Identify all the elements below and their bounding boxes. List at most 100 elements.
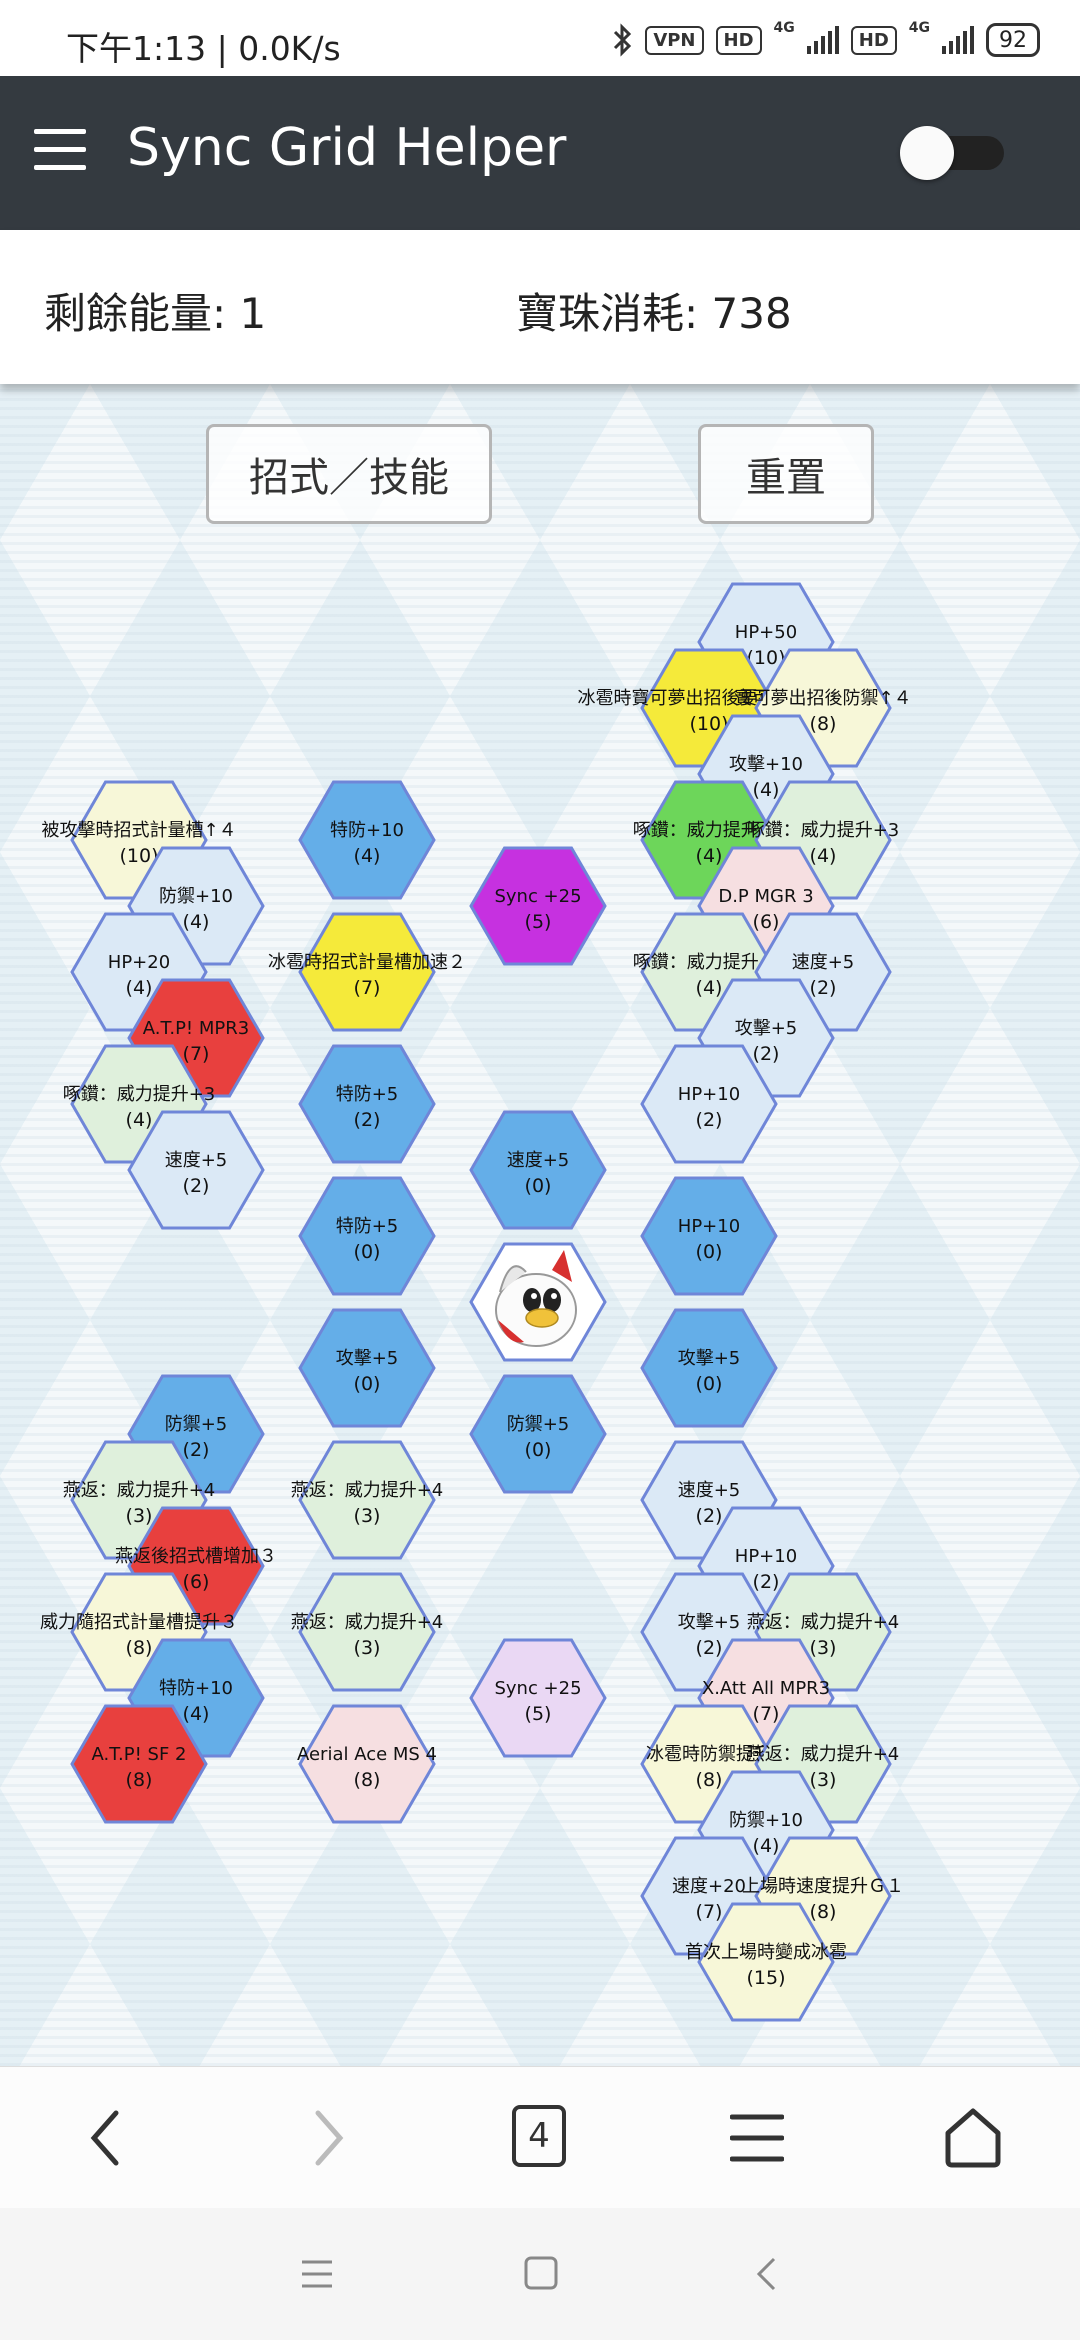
grid-hex-12[interactable]: 冰雹時招式計量槽加速２ (7) [268,912,466,1032]
home-icon[interactable] [944,2107,1002,2169]
grid-hex-23[interactable]: HP+10 (0) [640,1176,778,1296]
grid-hex-9[interactable]: Sync +25 (5) [469,846,607,966]
hex-label: 啄鑽：威力提升+3 [63,1084,216,1105]
hamburger-menu-icon[interactable] [34,129,86,173]
delibird-avatar-icon [469,1242,607,1362]
hex-label: X.Att All MPR3 [702,1678,830,1699]
hex-label: 攻擊+5 [678,1348,741,1369]
recents-icon[interactable] [300,2258,334,2290]
hex-label: 攻擊+10 [729,754,803,775]
back-icon[interactable] [754,2256,778,2292]
hex-cost: (2) [696,1637,723,1659]
hex-label: 燕返：威力提升+4 [63,1480,216,1501]
hex-cost: (10) [746,647,785,669]
hex-cost: (0) [696,1241,723,1263]
menu-lines-icon[interactable] [730,2107,784,2169]
system-nav-bar [0,2208,1080,2340]
hex-label: 特防+10 [159,1678,233,1699]
grid-hex-43[interactable]: 燕返：威力提升+4 (3) [747,1704,900,1824]
signal-icon-1 [806,26,839,54]
hex-cost: (2) [183,1439,210,1461]
hex-label: HP+10 [678,1084,740,1105]
battery-level: 92 [999,27,1027,53]
sync-grid: HP+50(10)冰雹時寶可夢出招後要害率↑G１(10)寶可夢出招後防禦↑４(8… [40,582,912,2022]
info-bar: 剩餘能量: 1 寶珠消耗: 738 [0,230,1080,384]
grid-hex-21[interactable]: 速度+5 (0) [469,1110,607,1230]
moves-skills-button[interactable]: 招式／技能 [206,424,492,524]
forward-arrow-icon[interactable] [308,2107,348,2169]
network-type-2: 4G [908,20,930,36]
hd-badge-2: HD [850,25,897,55]
hex-label: HP+50 [735,622,797,643]
battery-icon: 92 [986,23,1040,57]
hex-cost: (7) [354,977,381,999]
grid-hex-29[interactable]: 燕返：威力提升+4 (3) [291,1440,444,1560]
grid-hex-5[interactable]: 特防+10 (4) [298,780,436,900]
vpn-badge: VPN [645,25,704,55]
hex-cost: (4) [696,845,723,867]
home-square-icon[interactable] [524,2256,558,2290]
hex-cost: (3) [126,1505,153,1527]
grid-hex-19[interactable]: HP+10 (2) [640,1044,778,1164]
grid-hex-18[interactable]: 特防+5 (2) [298,1044,436,1164]
hex-label: 啄鑽：威力提升+3 [633,820,786,841]
hex-label: 首次上場時變成冰雹 [685,1942,847,1963]
browser-nav-bar: 4 [0,2066,1080,2208]
reset-button[interactable]: 重置 [698,424,874,524]
grid-hex-24[interactable]: 攻擊+5 (0) [298,1308,436,1428]
remaining-energy: 剩餘能量: 1 [44,289,267,338]
hex-cost: (8) [354,1769,381,1791]
hex-label: 速度+5 [165,1150,228,1171]
hex-cost: (2) [753,1043,780,1065]
sync-grid-area: HP+50 (10) 冰雹時寶可夢出招後要害率↑G１ (10) 寶可夢出招後防禦↑４ (8… [0,384,1080,2066]
hex-label: 被攻擊時招式計量槽↑４ [41,820,236,841]
hex-cost: (5) [525,911,552,933]
grid-hex-47[interactable]: 首次上場時變成冰雹 (15) [685,1902,847,2022]
back-arrow-icon[interactable] [86,2107,126,2169]
hex-label: 燕返：威力提升+4 [747,1612,900,1633]
hex-label: 攻擊+5 [735,1018,798,1039]
status-icons: VPN HD 4G HD 4G 92 [611,20,1040,60]
hex-label: 冰雹時招式計量槽加速２ [268,952,466,973]
hex-cost: (4) [753,779,780,801]
hex-label: 燕返：威力提升+4 [747,1744,900,1765]
hex-label: 防禦+5 [507,1414,570,1435]
grid-hex-22[interactable]: 特防+5 (0) [298,1176,436,1296]
hex-cost: (7) [696,1901,723,1923]
hex-cost: (3) [810,1769,837,1791]
hex-label: 燕返：威力提升+4 [291,1612,444,1633]
hex-label: HP+20 [108,952,170,973]
hex-label: A.T.P! MPR3 [143,1018,249,1039]
hex-label: 攻擊+5 [336,1348,399,1369]
grid-hex-41[interactable]: Aerial Ace MS 4 (8) [297,1704,437,1824]
grid-hex-27[interactable]: 防禦+5 (0) [469,1374,607,1494]
hex-cost: (4) [183,911,210,933]
grid-hex-6[interactable]: 啄鑽：威力提升+3 (4) [633,780,786,900]
hex-label: HP+10 [735,1546,797,1567]
hex-label: 燕返：威力提升+4 [291,1480,444,1501]
app-bar: Sync Grid Helper [0,76,1080,230]
hex-label: 防禦+10 [159,886,233,907]
hex-label: 速度+5 [507,1150,570,1171]
grid-hex-20[interactable]: 速度+5 (2) [127,1110,265,1230]
grid-hex-40[interactable]: A.T.P! SF 2 (8) [70,1704,208,1824]
grid-hex-34[interactable]: 燕返：威力提升+4 (3) [291,1572,444,1692]
mode-toggle-switch[interactable] [900,126,1004,180]
hex-label: 攻擊+5 [678,1612,741,1633]
hex-label: 速度+5 [792,952,855,973]
hex-cost: (8) [810,1901,837,1923]
grid-hex-38[interactable]: Sync +25 (5) [469,1638,607,1758]
hex-cost: (0) [354,1373,381,1395]
hex-cost: (2) [753,1571,780,1593]
grid-hex-25[interactable]: 攻擊+5 (0) [640,1308,778,1428]
hex-cost: (2) [696,1505,723,1527]
hex-cost: (6) [183,1571,210,1593]
orb-cost: 寶珠消耗: 738 [516,289,792,338]
hex-cost: (0) [525,1439,552,1461]
tabs-button[interactable]: 4 [512,2105,566,2167]
hex-label: A.T.P! SF 2 [91,1744,186,1765]
hex-cost: (8) [126,1769,153,1791]
hex-cost: (8) [126,1637,153,1659]
hex-cost: (10) [689,713,728,735]
hex-label: 上場時速度提升Ｇ１ [742,1876,904,1897]
